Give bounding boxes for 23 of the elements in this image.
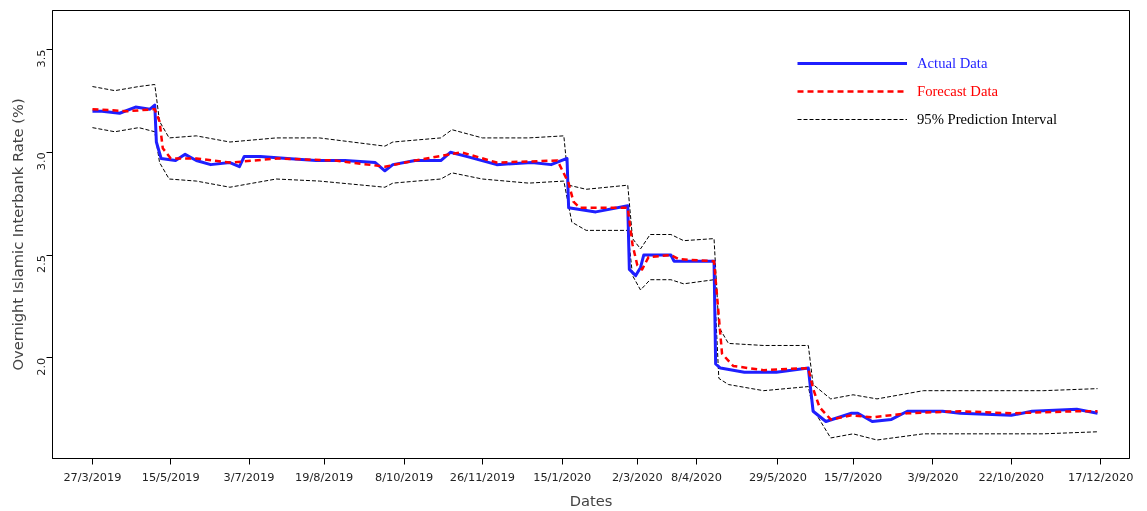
text: 95% Prediction Interval bbox=[917, 110, 1058, 128]
x-tick-label: 27/3/2019 bbox=[63, 469, 122, 484]
y-tick-label: 3.5 bbox=[34, 49, 49, 68]
x-tick-label: 15/1/2020 bbox=[533, 469, 592, 484]
x-tick-label: 15/7/2020 bbox=[824, 469, 883, 484]
x-tick-label: 17/12/2020 bbox=[1068, 469, 1134, 484]
y-tick-label: 2.0 bbox=[34, 357, 49, 376]
text: Actual Data bbox=[917, 54, 988, 72]
y-axis-title: Overnight Islamic Interbank Rate (%) bbox=[8, 98, 26, 371]
y-tick-label: 3.0 bbox=[34, 152, 49, 171]
x-tick-label: 29/5/2020 bbox=[748, 469, 808, 484]
x-tick-label: 2/3/2020 bbox=[611, 469, 663, 484]
x-tick-label: 3/9/2020 bbox=[907, 469, 959, 484]
x-tick-label: 15/5/2019 bbox=[141, 469, 200, 484]
x-tick-label: 8/10/2019 bbox=[375, 469, 434, 484]
text: Forecast Data bbox=[917, 82, 998, 100]
x-tick-label: 19/8/2019 bbox=[295, 469, 354, 484]
x-axis-title: Dates bbox=[569, 491, 613, 509]
y-tick-label: 2.5 bbox=[34, 255, 49, 274]
x-tick-label: 26/11/2019 bbox=[449, 469, 515, 484]
x-tick-label: 8/4/2020 bbox=[671, 469, 722, 484]
x-tick-label: 3/7/2019 bbox=[223, 469, 275, 484]
x-tick-label: 22/10/2020 bbox=[978, 469, 1044, 484]
